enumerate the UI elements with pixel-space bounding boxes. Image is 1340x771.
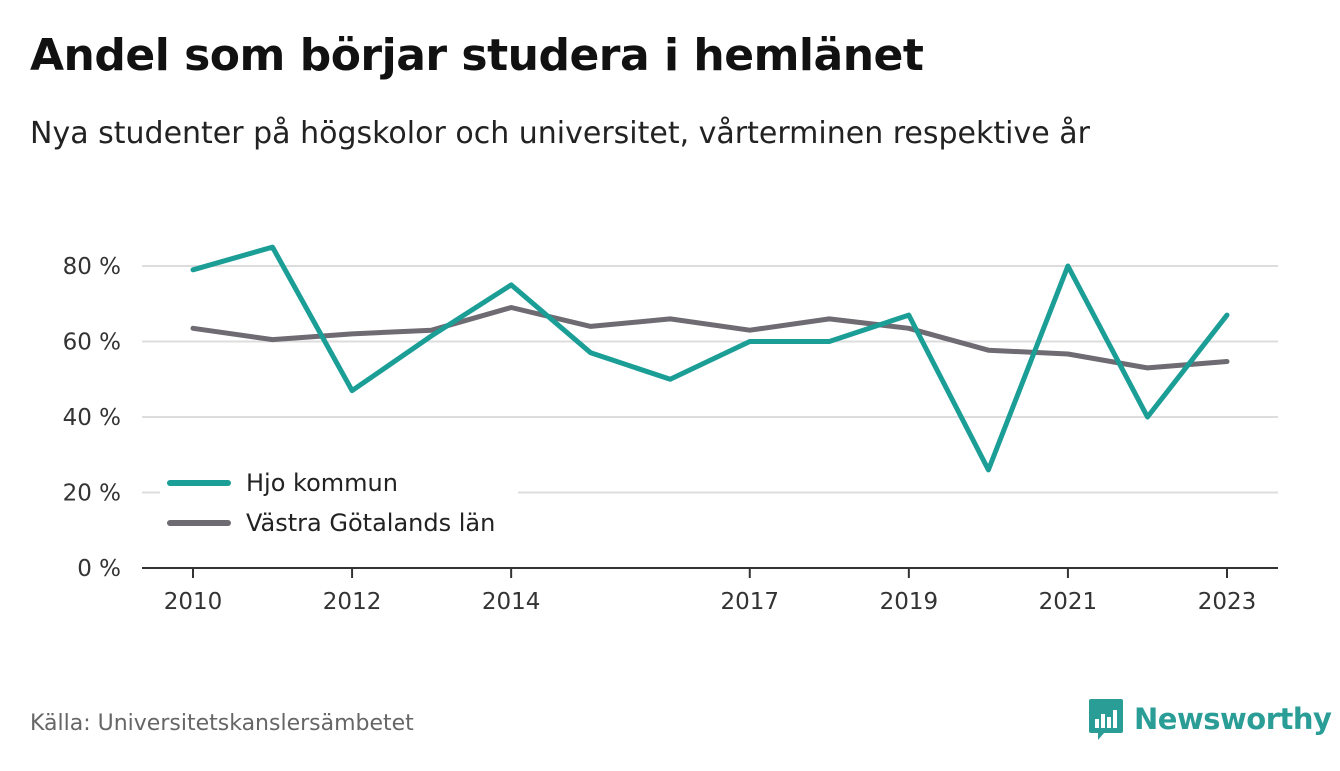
y-axis: 0 % 20 % 40 % 60 % 80 %: [63, 254, 121, 582]
x-tick-label: 2014: [482, 589, 541, 615]
series-line-vastra-gotalands-lan: [190, 305, 1230, 371]
x-tick-label: 2010: [164, 589, 223, 615]
y-tick-label: 0 %: [77, 556, 121, 582]
x-tick-label: 2019: [880, 589, 939, 615]
gridlines: [142, 265, 1278, 569]
legend: Hjo kommun Västra Götalands län: [160, 462, 518, 546]
legend-label-vastra-gotalands-lan: Västra Götalands län: [246, 509, 495, 537]
x-tick-label: 2021: [1039, 589, 1098, 615]
legend-label-hjo-kommun: Hjo kommun: [246, 469, 398, 497]
series-line-hjo-kommun: [190, 244, 1230, 473]
source-note: Källa: Universitetskanslersämbetet: [30, 711, 414, 736]
series-lines: [190, 244, 1230, 473]
x-tick-label: 2023: [1198, 589, 1257, 615]
chart-title: Andel som börjar studera i hemlänet: [30, 30, 924, 81]
y-tick-label: 80 %: [63, 254, 121, 280]
chart-subtitle: Nya studenter på högskolor och universit…: [30, 116, 1090, 151]
legend-background: [160, 462, 518, 546]
y-tick-label: 60 %: [63, 330, 121, 356]
y-tick-label: 20 %: [63, 481, 121, 507]
x-axis: 2010 2012 2014 2017 2019 2021 2023: [164, 568, 1257, 615]
x-tick-label: 2012: [323, 589, 382, 615]
brand-name: Newsworthy: [1134, 702, 1332, 736]
brand-logo: Newsworthy: [1088, 697, 1332, 741]
y-tick-label: 40 %: [63, 405, 121, 431]
newsworthy-logo-icon: [1089, 699, 1123, 740]
x-tick-label: 2017: [720, 589, 779, 615]
